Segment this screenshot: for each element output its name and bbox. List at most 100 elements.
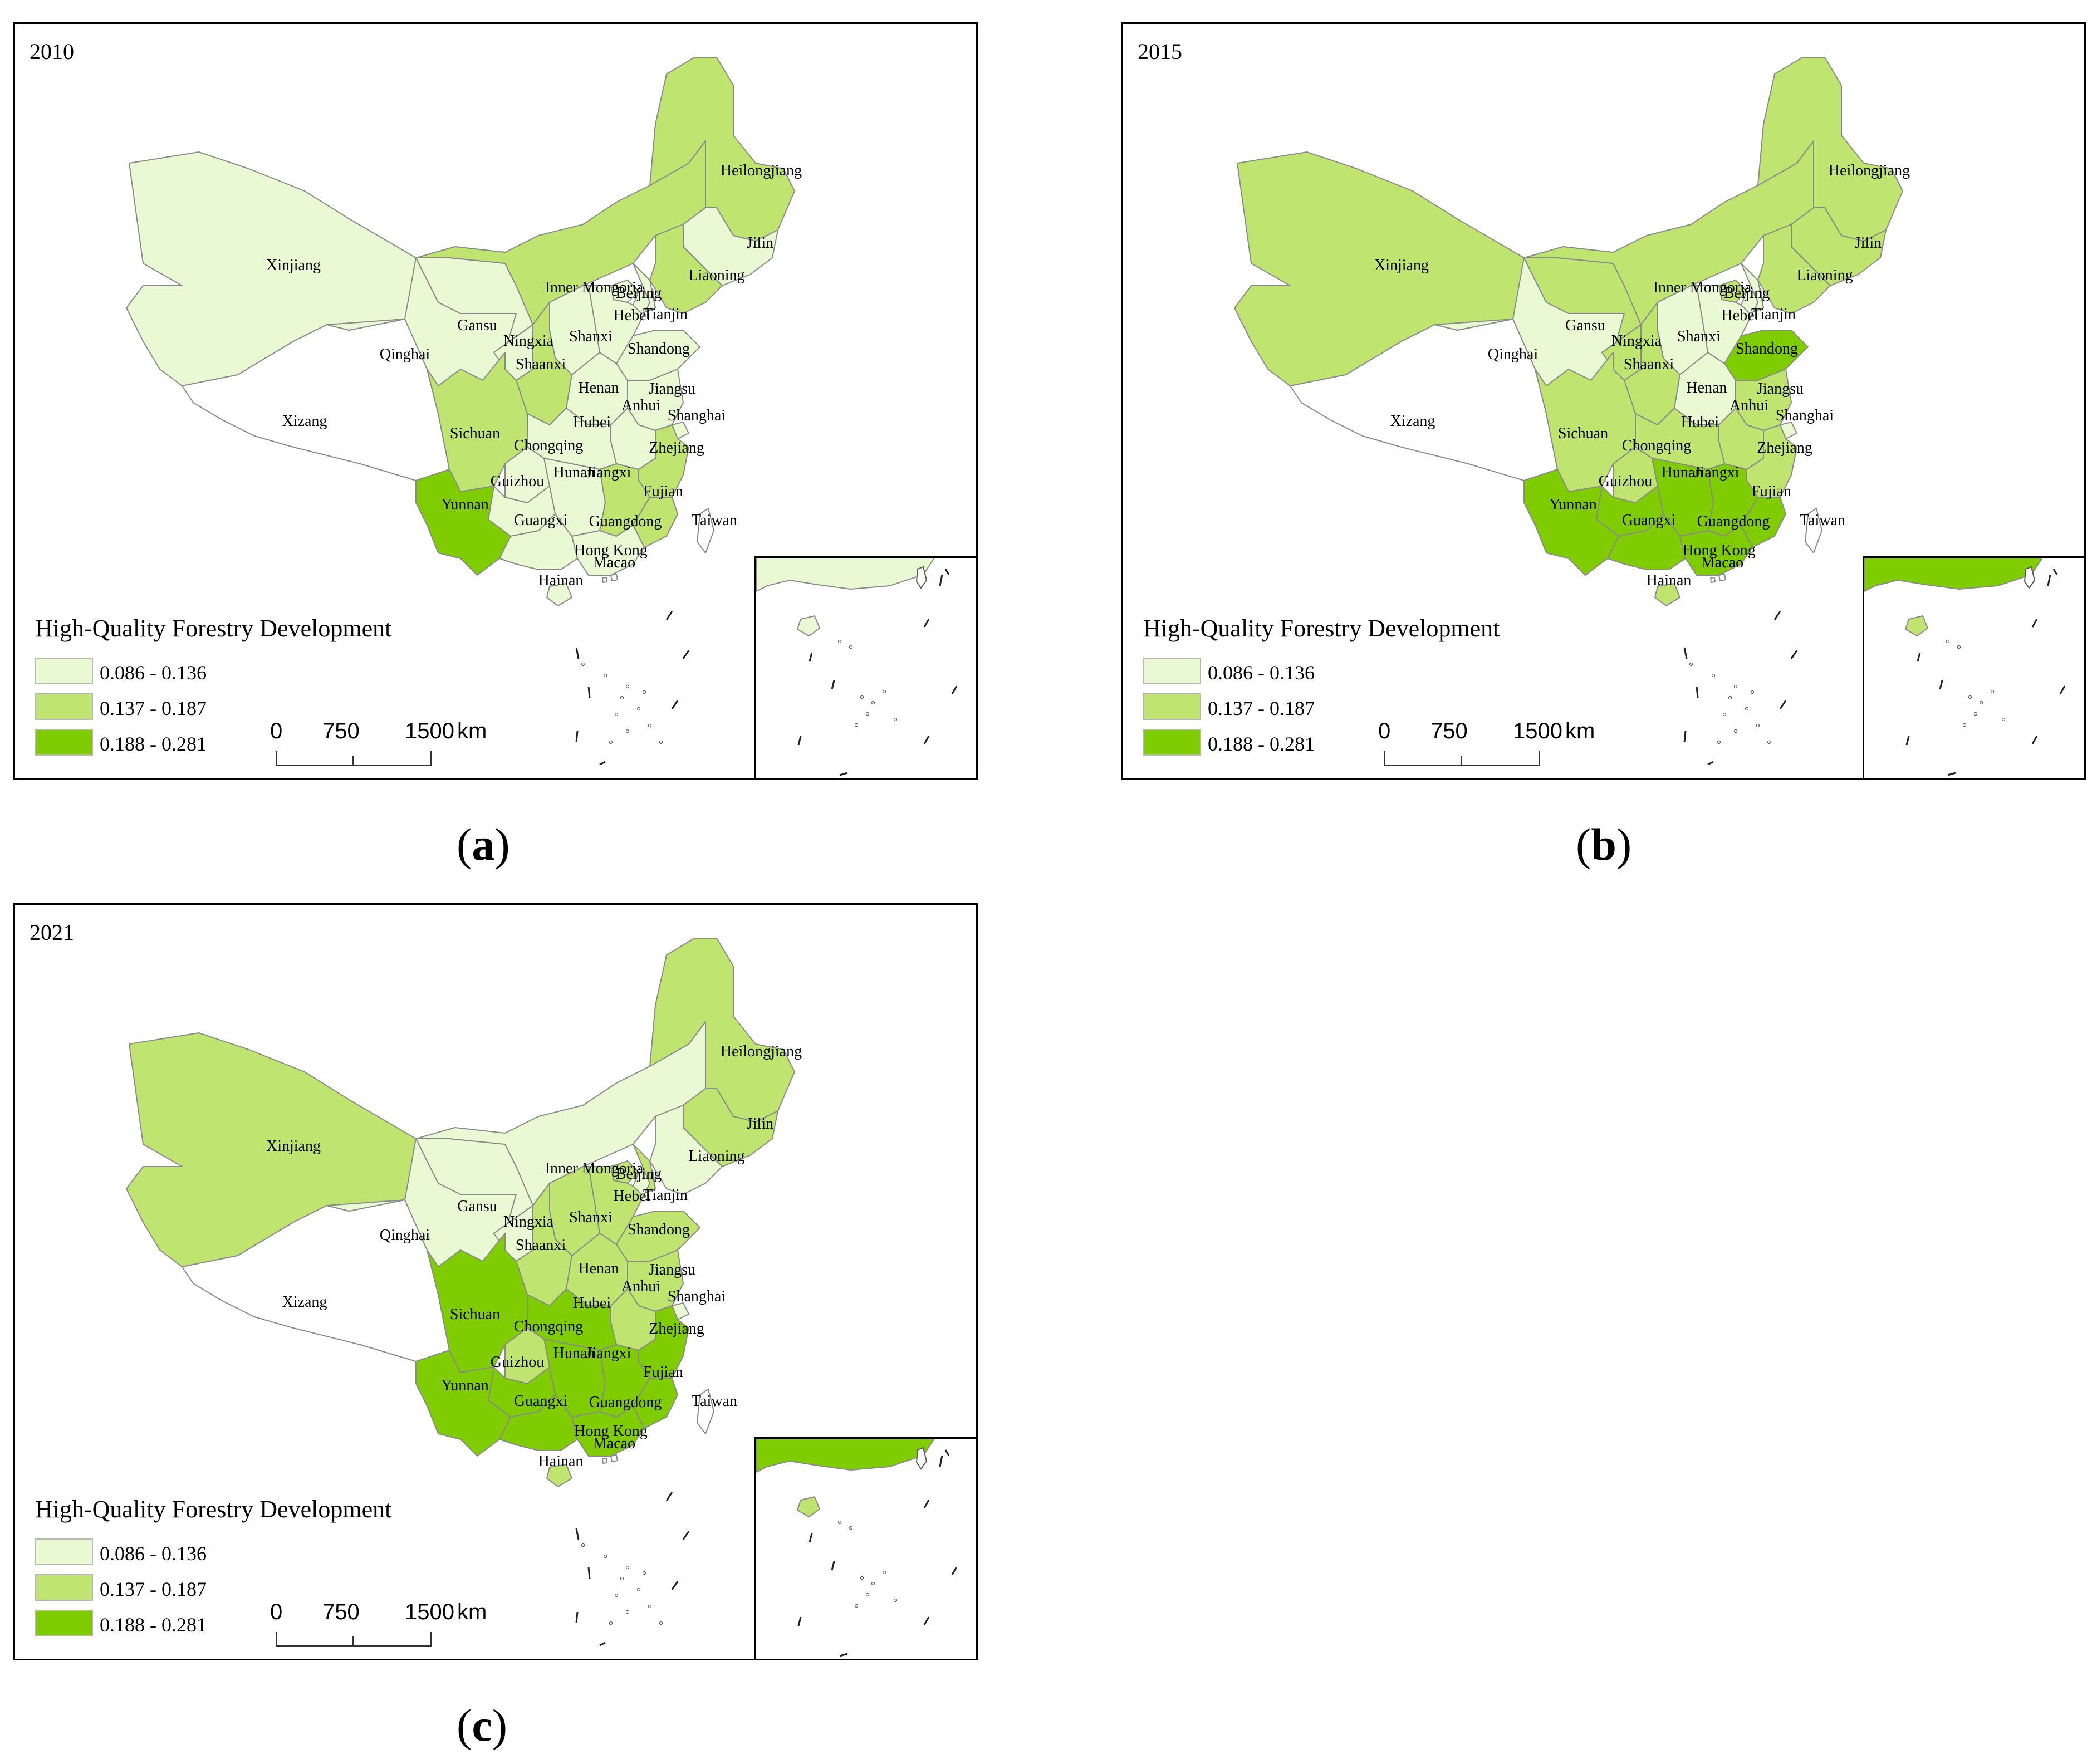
maritime-boundary-dash: [671, 1581, 679, 1590]
province-label-hainan: Hainan: [1647, 572, 1692, 589]
maritime-boundary-dash: [665, 611, 673, 620]
province-label-hubei: Hubei: [573, 414, 611, 431]
island-dot: [581, 662, 585, 667]
province-macao: [602, 1458, 607, 1464]
scale-tick: [352, 1636, 354, 1647]
island-dot: [609, 740, 613, 744]
inset-boundary-dash: [831, 680, 835, 690]
province-hongkong: [1718, 574, 1726, 581]
province-label-guangdong: Guangdong: [1697, 513, 1770, 530]
inset-boundary-dash: [951, 685, 958, 694]
island-dot: [648, 723, 652, 728]
province-label-taiwan: Taiwan: [692, 512, 737, 529]
island-dot: [614, 1593, 619, 1598]
province-label-yunnan: Yunnan: [441, 1377, 489, 1394]
inset-taiwan: [915, 566, 928, 589]
province-label-jilin: Jilin: [1855, 234, 1882, 252]
province-label-gansu: Gansu: [457, 317, 497, 334]
inset-boundary-dash: [951, 1566, 958, 1575]
inset-south-china-coast: [756, 1439, 935, 1473]
south-china-sea-inset: [1863, 556, 2084, 778]
inset-island-dot: [865, 1592, 870, 1597]
province-label-taiwan: Taiwan: [1800, 512, 1845, 529]
maritime-boundary-dash: [599, 1641, 606, 1647]
maritime-boundary-dash: [587, 686, 591, 698]
province-label-gansu: Gansu: [457, 1198, 497, 1215]
province-label-hainan: Hainan: [538, 572, 584, 589]
province-label-sichuan: Sichuan: [450, 425, 500, 442]
legend-swatch-low: [1143, 658, 1201, 684]
map-panel-2010: 2010 Xinjiang Xizang Qinghai Gansu Inner Mon…: [13, 22, 978, 780]
province-label-henan: Henan: [578, 1260, 619, 1277]
province-label-guizhou: Guizhou: [491, 1354, 544, 1371]
province-label-shandong: Shandong: [1736, 340, 1798, 357]
island-dot: [625, 684, 630, 689]
province-macao: [602, 577, 607, 583]
legend-label-high: 0.188 - 0.281: [100, 1614, 207, 1636]
island-dot: [642, 1571, 646, 1575]
legend-swatch-low: [35, 1538, 93, 1565]
province-label-hebei: Hebei: [614, 307, 651, 324]
inset-island-dot: [865, 712, 870, 716]
inset-island-dot: [1973, 712, 1978, 716]
legend-swatch-mid: [35, 1574, 93, 1601]
province-label-hunan: Hunan: [1662, 464, 1703, 481]
province-label-beijing: Beijing: [616, 285, 662, 302]
inset-island-dot: [882, 689, 886, 694]
province-label-hebei: Hebei: [1722, 307, 1759, 324]
province-liaoning: [649, 224, 723, 314]
province-guangxi: [1607, 513, 1686, 570]
inset-boundary-dash: [1905, 736, 1910, 746]
province-label-jiangsu: Jiangsu: [1757, 380, 1804, 398]
scale-label-1500: 1500: [405, 1600, 454, 1624]
inset-boundary-dash: [944, 1449, 950, 1456]
maritime-boundary-dash: [575, 1528, 580, 1540]
province-label-sichuan: Sichuan: [450, 1306, 500, 1323]
province-label-jiangxi: Jiangxi: [586, 1345, 631, 1362]
scale-tick: [430, 751, 432, 766]
inset-island-dot: [893, 717, 898, 722]
inset-boundary-dash: [2059, 685, 2066, 694]
maritime-boundary-dash: [1696, 686, 1699, 698]
island-dot: [642, 690, 646, 694]
inset-island-dot: [893, 1598, 898, 1603]
province-label-shandong: Shandong: [628, 1221, 690, 1238]
province-label-guizhou: Guizhou: [491, 473, 544, 490]
province-label-shanghai: Shanghai: [1776, 407, 1834, 424]
inset-hainan: [1904, 615, 1929, 637]
china-province-map: Xinjiang Xizang Qinghai Gansu Inner Mongoria…: [126, 938, 802, 1647]
inset-island-dot: [1968, 695, 1972, 699]
province-label-xizang: Xizang: [1390, 413, 1435, 430]
province-label-shanxi: Shanxi: [569, 1209, 613, 1226]
legend-swatch-high: [35, 1610, 93, 1636]
inset-boundary-dash: [839, 772, 848, 776]
province-label-guizhou: Guizhou: [1599, 473, 1652, 490]
maritime-boundary-dash: [575, 647, 580, 659]
legend-swatch-mid: [1143, 693, 1201, 720]
maritime-boundary-dash: [1683, 731, 1687, 743]
island-dot: [636, 707, 641, 711]
island-dot: [1750, 690, 1755, 694]
island-dot: [625, 729, 630, 733]
scale-label-1500: 1500: [1513, 719, 1562, 743]
inset-south-china-coast: [756, 558, 935, 592]
inset-boundary-dash: [839, 1653, 848, 1657]
inset-taiwan: [2023, 566, 2036, 589]
province-label-qinghai: Qinghai: [1488, 346, 1538, 363]
province-label-heilongjiang: Heilongjiang: [721, 1043, 802, 1060]
province-label-chongqing: Chongqing: [514, 1318, 583, 1335]
inset-boundary-dash: [809, 1533, 813, 1543]
province-label-hebei: Hebei: [614, 1188, 651, 1205]
map-panel-2015: 2015 Xinjiang Xizang Qinghai Gansu Inner Mon…: [1121, 22, 2086, 780]
island-dot: [603, 1554, 607, 1559]
inset-boundary-dash: [923, 1500, 930, 1508]
province-taiwan: [1805, 508, 1822, 553]
inset-island-dot: [854, 723, 859, 727]
province-hainan: [546, 583, 572, 606]
legend-label-mid: 0.137 - 0.187: [100, 697, 207, 719]
inset-island-dot: [871, 1581, 875, 1586]
province-hongkong: [610, 1454, 618, 1462]
scale-label-0: 0: [270, 1600, 283, 1624]
china-province-map: Xinjiang Xizang Qinghai Gansu Inner Mongoria…: [126, 57, 802, 766]
province-label-guangxi: Guangxi: [514, 1393, 568, 1410]
